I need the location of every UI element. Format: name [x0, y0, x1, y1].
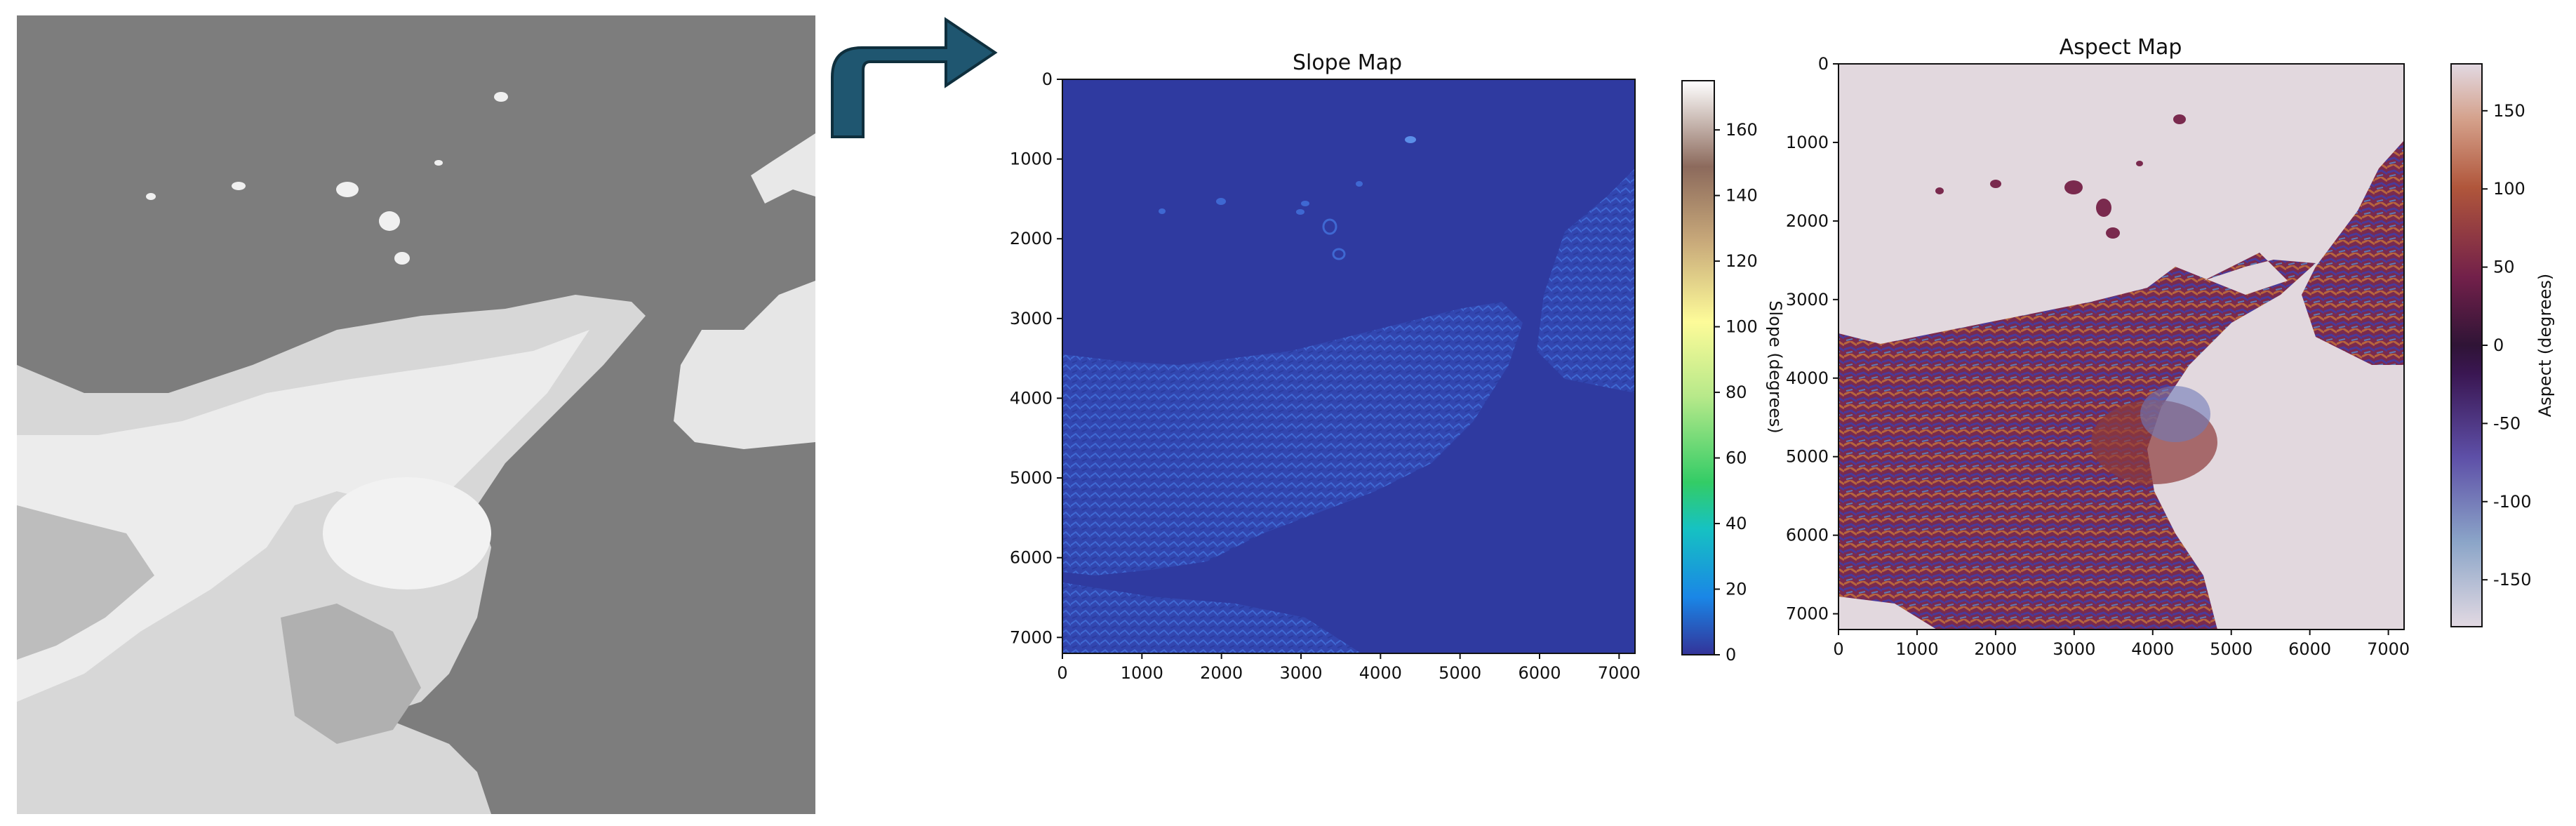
- y-tick-label: 1000: [1786, 133, 1829, 152]
- colorbar-tick-label: 150: [2493, 101, 2525, 121]
- colorbar-tick-label: -150: [2493, 570, 2531, 589]
- x-tick-label: 5000: [2210, 639, 2253, 659]
- colorbar-tick-label: 60: [1726, 448, 1747, 468]
- aspect-map-panel: Aspect Map 0 1000 2000 3000 4000 5000 6000 7000…: [1786, 35, 2555, 659]
- y-tick-label: 2000: [1786, 211, 1829, 231]
- slope-map-panel: Slope Map 0 1000 2000 3000 4000 5000 6000 7000 …: [1010, 51, 1785, 683]
- aspect-colorbar-gradient: [2450, 63, 2483, 627]
- slope-colorbar-ticks: 0 20 40 60 80 100 120 140 160: [1714, 120, 1758, 665]
- x-tick-label: 0: [1057, 663, 1067, 683]
- x-tick-label: 7000: [1598, 663, 1641, 683]
- y-tick-label: 6000: [1786, 526, 1829, 545]
- y-tick-label: 1000: [1010, 149, 1053, 169]
- slope-map-title: Slope Map: [1293, 51, 1402, 75]
- colorbar-tick-label: 100: [2493, 179, 2525, 199]
- slope-colorbar-label: Slope (degrees): [1766, 300, 1785, 434]
- y-tick-label: 3000: [1786, 290, 1829, 309]
- x-tick-label: 3000: [1279, 663, 1322, 683]
- x-tick-label: 1000: [1121, 663, 1163, 683]
- colorbar-tick-label: 0: [1726, 645, 1736, 665]
- colorbar-tick-label: -100: [2493, 492, 2531, 512]
- colorbar-tick-label: 50: [2493, 258, 2515, 277]
- aspect-y-axis: 0 1000 2000 3000 4000 5000 6000 7000: [1786, 54, 1838, 624]
- slope-map-frame: [1062, 79, 1636, 654]
- x-tick-label: 7000: [2367, 639, 2410, 659]
- colorbar-tick-label: 0: [2493, 335, 2504, 355]
- y-tick-label: 5000: [1010, 468, 1053, 488]
- slope-colorbar-gradient: [1681, 80, 1715, 655]
- y-tick-label: 2000: [1010, 229, 1053, 248]
- colorbar-tick-label: 20: [1726, 580, 1747, 599]
- y-tick-label: 6000: [1010, 548, 1053, 568]
- x-tick-label: 6000: [2288, 639, 2331, 659]
- y-tick-label: 0: [1042, 69, 1053, 89]
- colorbar-tick-label: 160: [1726, 120, 1758, 140]
- slope-x-axis: 0 1000 2000 3000 4000 5000 6000 7000: [1057, 653, 1641, 683]
- x-tick-label: 5000: [1439, 663, 1481, 683]
- aspect-map-title: Aspect Map: [2060, 35, 2182, 60]
- aspect-colorbar-label: Aspect (degrees): [2535, 274, 2555, 418]
- aspect-colorbar-ticks: -150 -100 -50 0 50 100 150: [2482, 101, 2531, 589]
- y-tick-label: 0: [1818, 54, 1829, 74]
- slope-map-image: [1062, 79, 1635, 653]
- y-tick-label: 7000: [1786, 604, 1829, 624]
- x-tick-label: 1000: [1895, 639, 1938, 659]
- colorbar-tick-label: 120: [1726, 251, 1758, 271]
- y-tick-label: 7000: [1010, 627, 1053, 647]
- aspect-map-frame: [1838, 63, 2405, 630]
- colorbar-tick-label: 100: [1726, 317, 1758, 337]
- x-tick-label: 3000: [2053, 639, 2095, 659]
- aspect-map-image: [1838, 64, 2404, 630]
- aspect-colorbar: -150 -100 -50 0 50 100 150 Aspect (degrees): [2450, 63, 2555, 627]
- y-tick-label: 3000: [1010, 309, 1053, 328]
- x-tick-label: 6000: [1518, 663, 1561, 683]
- aspect-x-axis: 0 1000 2000 3000 4000 5000 6000 7000: [1833, 630, 2410, 659]
- colorbar-tick-label: 80: [1726, 382, 1747, 402]
- colorbar-tick-label: 140: [1726, 186, 1758, 206]
- y-tick-label: 4000: [1010, 388, 1053, 408]
- colorbar-tick-label: -50: [2493, 413, 2521, 433]
- x-tick-label: 4000: [2131, 639, 2174, 659]
- colorbar-tick-label: 40: [1726, 514, 1747, 533]
- y-tick-label: 5000: [1786, 447, 1829, 467]
- process-arrow: [831, 17, 998, 138]
- y-tick-label: 4000: [1786, 368, 1829, 388]
- dem-image: [17, 15, 815, 814]
- x-tick-label: 0: [1833, 639, 1843, 659]
- x-tick-label: 4000: [1359, 663, 1402, 683]
- x-tick-label: 2000: [1974, 639, 2017, 659]
- x-tick-label: 2000: [1200, 663, 1243, 683]
- slope-y-axis: 0 1000 2000 3000 4000 5000 6000 7000: [1010, 69, 1062, 647]
- slope-colorbar: 0 20 40 60 80 100 120 140 160 Slope (degrees): [1681, 80, 1785, 665]
